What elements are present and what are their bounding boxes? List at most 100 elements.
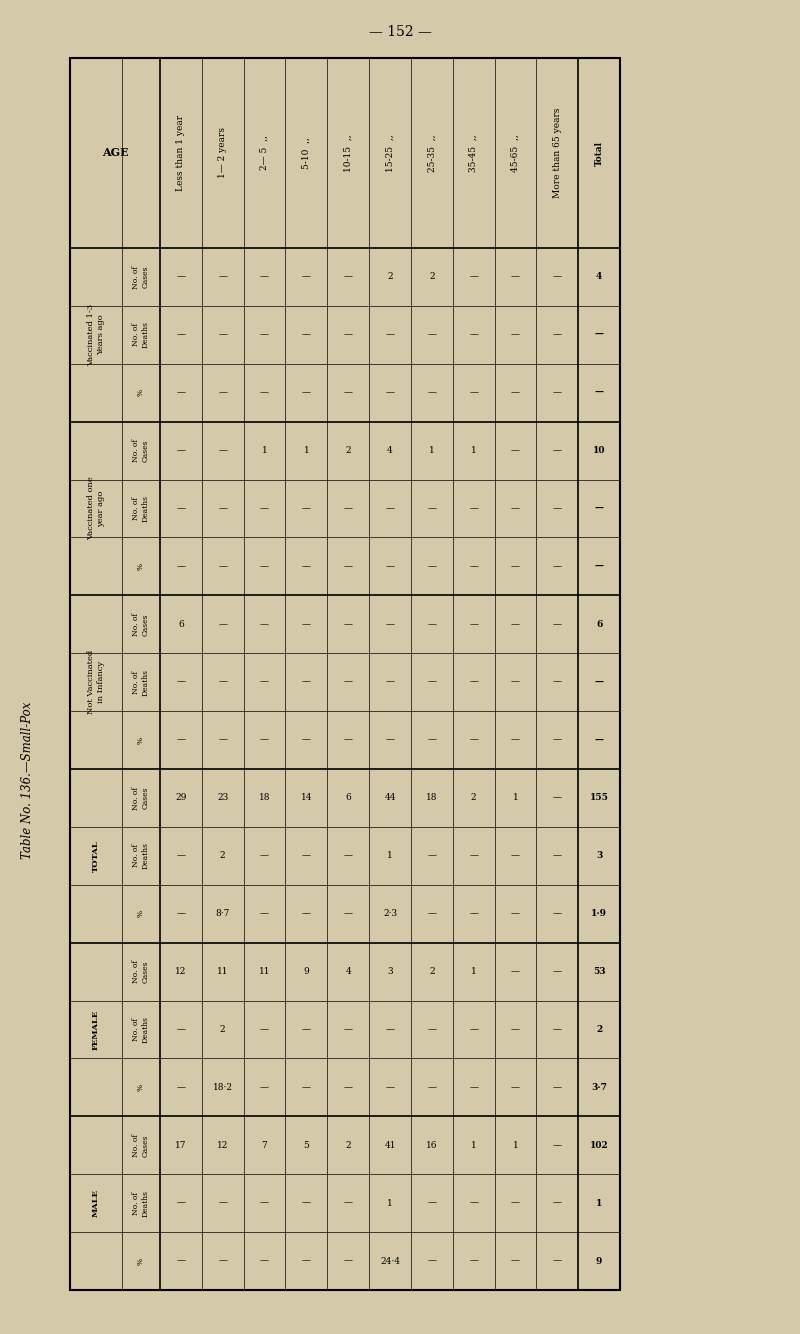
Text: —: — [469,1199,478,1207]
Text: —: — [177,562,186,571]
Text: Not Vaccinated
in Infancy: Not Vaccinated in Infancy [87,650,105,714]
Text: —: — [302,1257,311,1266]
Text: —: — [553,562,562,571]
Text: 2: 2 [346,1141,351,1150]
Text: —: — [218,331,227,339]
Text: TOTAL: TOTAL [92,840,100,871]
Text: 2: 2 [596,1025,602,1034]
Text: —: — [553,272,562,281]
Text: —: — [594,735,603,744]
Text: —: — [511,562,520,571]
Text: —: — [511,504,520,514]
Text: —: — [511,388,520,398]
Text: —: — [469,851,478,860]
Text: 14: 14 [301,794,312,803]
Text: —: — [302,562,311,571]
Text: 45-65  ,,: 45-65 ,, [511,135,520,172]
Text: —: — [344,331,353,339]
Text: —: — [427,562,436,571]
Text: —: — [218,272,227,281]
Text: —: — [386,388,394,398]
Text: —: — [302,504,311,514]
Text: —: — [218,504,227,514]
Text: —: — [553,1141,562,1150]
Text: 16: 16 [426,1141,438,1150]
Text: %: % [137,736,145,743]
Text: —: — [427,1083,436,1093]
Text: —: — [594,562,603,571]
Text: —: — [344,388,353,398]
Text: 9: 9 [596,1257,602,1266]
Text: —: — [469,678,478,687]
Text: No. of
Cases: No. of Cases [133,1134,150,1157]
Text: —: — [177,446,186,455]
Text: —: — [302,1025,311,1034]
Text: 53: 53 [593,967,606,976]
Text: —: — [386,620,394,628]
Text: —: — [260,562,269,571]
Text: —: — [260,1257,269,1266]
Text: 17: 17 [175,1141,186,1150]
Text: %: % [137,1083,145,1091]
Text: —: — [218,678,227,687]
Text: —: — [511,1025,520,1034]
Text: —: — [553,851,562,860]
Text: 2: 2 [429,272,434,281]
Text: —: — [344,1083,353,1093]
Text: 35-45  ,,: 35-45 ,, [469,135,478,172]
Text: —: — [427,851,436,860]
Text: Table No. 136.—Small-Pox: Table No. 136.—Small-Pox [22,702,34,859]
Text: —: — [302,735,311,744]
Text: 1: 1 [513,794,518,803]
Text: —: — [511,967,520,976]
Text: No. of
Cases: No. of Cases [133,439,150,462]
Text: —: — [177,910,186,918]
Text: —: — [302,1083,311,1093]
Text: 23: 23 [217,794,228,803]
Text: —: — [302,910,311,918]
Text: —: — [511,735,520,744]
Text: —: — [344,851,353,860]
Text: —: — [386,1025,394,1034]
Text: —: — [553,388,562,398]
Text: —: — [553,1025,562,1034]
Text: 44: 44 [384,794,396,803]
Text: 24·4: 24·4 [380,1257,400,1266]
Text: —: — [427,910,436,918]
Text: —: — [553,967,562,976]
Text: 1: 1 [470,967,477,976]
Text: —: — [177,388,186,398]
Text: —: — [177,1257,186,1266]
Text: —: — [386,678,394,687]
Text: —: — [511,1257,520,1266]
Text: —: — [386,1083,394,1093]
Text: —: — [553,1083,562,1093]
Text: —: — [594,388,603,398]
Text: —: — [553,678,562,687]
Text: —: — [260,678,269,687]
Text: No. of
Cases: No. of Cases [133,265,150,288]
Text: —: — [553,1257,562,1266]
Text: —: — [344,910,353,918]
Text: 12: 12 [175,967,186,976]
Text: No. of
Deaths: No. of Deaths [133,842,150,870]
Text: No. of
Cases: No. of Cases [133,612,150,636]
Text: —: — [302,620,311,628]
Text: —: — [511,678,520,687]
Text: — 152 —: — 152 — [369,25,431,39]
Text: —: — [511,620,520,628]
Text: 9: 9 [303,967,310,976]
Text: 5: 5 [303,1141,310,1150]
Text: 2: 2 [471,794,477,803]
Text: —: — [344,562,353,571]
Text: 1: 1 [303,446,310,455]
Text: —: — [469,504,478,514]
Text: 6: 6 [346,794,351,803]
Text: 7: 7 [262,1141,267,1150]
Text: 5-10  ,,: 5-10 ,, [302,137,311,169]
Text: 1: 1 [470,446,477,455]
Text: —: — [218,1257,227,1266]
Text: —: — [260,331,269,339]
Text: 41: 41 [384,1141,396,1150]
Text: —: — [218,1199,227,1207]
